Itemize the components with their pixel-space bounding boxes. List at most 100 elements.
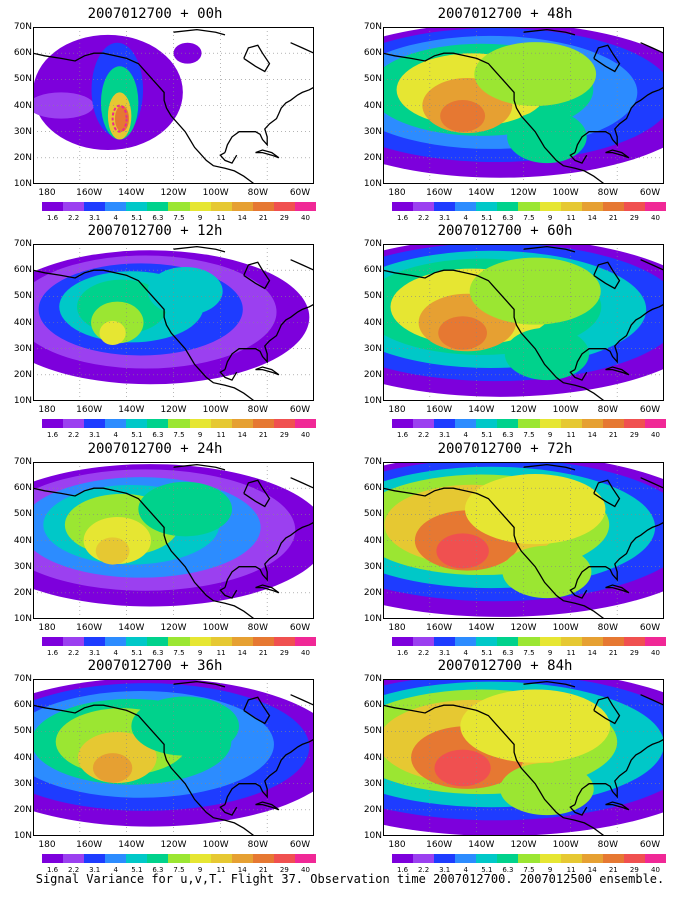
latitude-tick-label: 60N	[13, 265, 32, 276]
panel-title: 2007012700 + 00h	[87, 6, 223, 22]
colorbar-swatch	[231, 637, 253, 646]
latitude-tick-label: 70N	[13, 457, 32, 467]
longitude-tick-label: 60W	[289, 188, 311, 198]
colorbar-label: 5.1	[131, 649, 143, 657]
colorbar-label: 6.3	[152, 431, 164, 439]
colorbar-label: 9	[547, 214, 553, 222]
longitude-tick-label: 140W	[468, 623, 495, 633]
longitude-tick-label: 140W	[118, 188, 145, 198]
panel-title: 2007012700 + 24h	[87, 441, 223, 457]
colorbar-swatch	[42, 854, 64, 863]
colorbar-swatch	[189, 419, 211, 428]
coastline	[605, 366, 630, 376]
colorbar-swatch	[497, 202, 519, 211]
latitude-tick-label: 20N	[363, 804, 382, 815]
colorbar-label: 5.1	[481, 649, 493, 657]
colorbar-label: 6.3	[502, 866, 514, 874]
map-panel: 2007012700 + 60h 70N 60N 50N 40N 30N 20N 10N 180…	[350, 222, 667, 442]
colorbar-swatch	[455, 854, 477, 863]
longitude-tick-label: 140W	[118, 405, 145, 415]
coastline	[640, 259, 664, 271]
variance-contour	[464, 474, 606, 545]
longitude-tick-label: 60W	[289, 840, 311, 850]
colorbar-swatch	[231, 202, 253, 211]
variance-map	[383, 462, 664, 619]
colorbar-label: 6.3	[502, 649, 514, 657]
colorbar-swatch	[126, 637, 148, 646]
coastline	[173, 245, 226, 253]
coastline	[290, 477, 314, 489]
colorbar-swatch	[42, 202, 64, 211]
colorbar-label: 21	[258, 866, 268, 874]
observation-region-marker	[111, 104, 128, 133]
colorbar-swatch	[497, 854, 519, 863]
colorbar-label: 6.3	[502, 431, 514, 439]
colorbar-swatch	[210, 419, 232, 428]
longitude-tick-label: 120W	[510, 405, 537, 415]
latitude-tick-label: 30N	[13, 343, 32, 354]
variance-map	[383, 27, 664, 184]
latitude-tick-label: 30N	[363, 778, 382, 789]
colorbar-swatch	[602, 419, 624, 428]
colorbar-label: 2.2	[68, 866, 80, 874]
longitude-tick-label: 180	[388, 840, 406, 850]
longitude-tick-label: 60W	[639, 840, 661, 850]
colorbar-swatch	[189, 202, 211, 211]
colorbar-swatch	[644, 637, 667, 646]
longitude-tick-label: 80W	[597, 840, 619, 850]
colorbar-label: 40	[650, 866, 660, 874]
coastline	[243, 261, 271, 290]
longitude-tick-label: 160W	[426, 840, 453, 850]
variance-map	[33, 27, 314, 184]
latitude-tick-label: 10N	[13, 831, 32, 841]
colorbar-label: 9	[547, 866, 553, 874]
colorbar-label: 5.1	[131, 866, 143, 874]
longitude-tick-label: 160W	[76, 840, 103, 850]
colorbar-label: 9	[197, 866, 203, 874]
colorbar-label: 1.6	[46, 214, 59, 222]
colorbar-label: 11	[566, 649, 576, 657]
latitude-tick-label: 10N	[13, 614, 32, 624]
longitude-tick-label: 80W	[247, 840, 269, 850]
colorbar-swatch	[581, 637, 603, 646]
colorbar-swatch	[168, 419, 190, 428]
coastline	[383, 269, 606, 401]
variance-contour	[95, 537, 130, 565]
colorbar-label: 21	[258, 214, 268, 222]
colorbar-swatch	[147, 854, 169, 863]
coastline	[640, 694, 664, 706]
latitude-tick-label: 10N	[363, 831, 382, 841]
coastline	[255, 584, 280, 594]
colorbar-swatch	[189, 854, 211, 863]
coastline	[605, 584, 630, 594]
colorbar-swatch	[189, 637, 211, 646]
variance-map	[33, 679, 314, 836]
map-panel: 2007012700 + 84h 70N 60N 50N 40N 30N 20N 10N 180…	[350, 657, 667, 877]
latitude-tick-label: 30N	[363, 126, 382, 137]
latitude-tick-label: 30N	[13, 561, 32, 572]
longitude-tick-label: 180	[38, 188, 56, 198]
coastline	[243, 696, 271, 725]
latitude-tick-label: 70N	[13, 22, 32, 32]
colorbar	[42, 854, 317, 863]
colorbar-label: 7.5	[523, 431, 535, 439]
colorbar-label: 3.1	[439, 431, 451, 439]
latitude-tick-label: 70N	[363, 457, 382, 467]
colorbar-swatch	[42, 637, 64, 646]
coastline	[383, 704, 606, 836]
colorbar-swatch	[602, 637, 624, 646]
latitude-tick-label: 20N	[13, 804, 32, 815]
colorbar-swatch	[252, 419, 274, 428]
variance-contour	[434, 749, 491, 787]
colorbar-swatch	[518, 637, 540, 646]
latitude-tick-label: 20N	[13, 369, 32, 380]
coastline	[224, 303, 314, 370]
coastline	[605, 801, 630, 811]
coastline	[173, 28, 226, 36]
colorbar-label: 14	[237, 431, 247, 439]
coastline	[224, 738, 314, 805]
colorbar-label: 14	[587, 214, 597, 222]
latitude-tick-label: 10N	[13, 179, 32, 189]
latitude-tick-label: 60N	[363, 483, 382, 494]
map-panel: 2007012700 + 48h 70N 60N 50N 40N 30N 20N 10N 180…	[350, 5, 667, 225]
